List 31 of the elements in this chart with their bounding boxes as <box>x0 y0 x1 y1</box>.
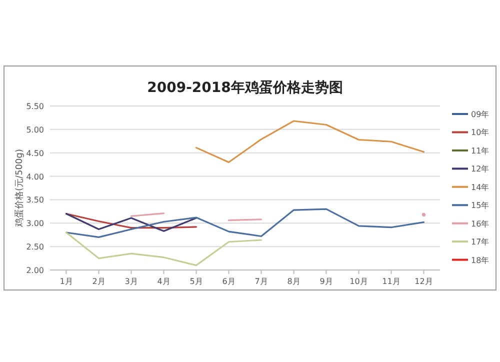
y-tick-label: 5.00 <box>26 125 44 134</box>
y-tick-label: 2.50 <box>26 242 44 252</box>
legend-label: 09年 <box>471 110 490 119</box>
chart-title: 2009-2018年鸡蛋价格走势图 <box>147 80 343 96</box>
x-tick-label: 10月 <box>350 277 368 286</box>
y-tick-label: 2.00 <box>26 266 44 275</box>
x-tick-label: 6月 <box>222 277 236 286</box>
legend-label: 18年 <box>471 256 490 265</box>
legend-label: 16年 <box>471 219 490 228</box>
legend-label: 10年 <box>471 128 490 138</box>
x-tick-label: 5月 <box>190 277 203 286</box>
x-tick-label: 4月 <box>157 277 170 286</box>
y-tick-label: 5.50 <box>26 102 44 111</box>
x-tick-label: 2月 <box>92 277 106 286</box>
y-tick-label: 3.50 <box>26 196 44 205</box>
legend-label: 17年 <box>471 238 490 247</box>
y-tick-label: 3.00 <box>26 219 44 228</box>
x-tick-label: 8月 <box>287 277 300 286</box>
y-tick-label: 4.50 <box>26 148 44 158</box>
x-tick-label: 11月 <box>382 277 400 286</box>
legend-label: 14年 <box>471 182 490 192</box>
legend-label: 12年 <box>471 164 490 174</box>
legend-label: 15年 <box>471 201 490 210</box>
x-tick-label: 12月 <box>414 277 433 286</box>
x-tick-label: 1月 <box>60 277 73 286</box>
y-tick-label: 4.00 <box>26 172 44 182</box>
x-tick-label: 3月 <box>124 277 138 286</box>
legend-label: 11年 <box>471 146 490 156</box>
x-tick-label: 7月 <box>254 277 268 286</box>
y-axis-title: 鸡蛋价格(元/500g) <box>14 149 25 228</box>
x-tick-label: 9月 <box>320 277 333 286</box>
